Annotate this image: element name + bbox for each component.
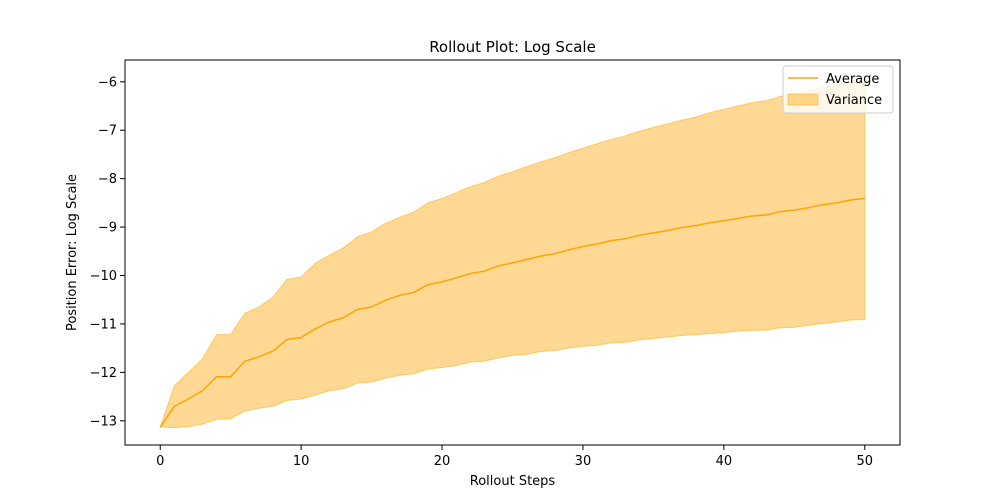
plot-area: [159, 77, 866, 429]
y-tick-label: −6: [98, 75, 117, 90]
x-axis: 0 10 20 30 40 50: [156, 445, 873, 469]
x-tick-label: 40: [716, 454, 733, 469]
y-tick-label: −7: [98, 124, 117, 139]
x-tick-label: 20: [434, 454, 451, 469]
y-tick-label: −13: [90, 414, 117, 429]
x-tick-label: 0: [156, 454, 164, 469]
average-line: [159, 197, 865, 428]
legend-label-average: Average: [826, 72, 879, 87]
chart-title: Rollout Plot: Log Scale: [429, 38, 596, 56]
legend-swatch-variance: [787, 93, 819, 106]
legend: Average Variance: [782, 65, 894, 114]
legend-label-variance: Variance: [826, 93, 882, 108]
x-axis-title: Rollout Steps: [470, 474, 556, 489]
y-axis: −13 −12 −11 −10 −9 −8 −7 −6: [90, 75, 125, 429]
y-tick-label: −12: [90, 366, 117, 381]
x-tick-label: 10: [293, 454, 310, 469]
x-tick-label: 50: [856, 454, 873, 469]
x-tick-label: 30: [575, 454, 592, 469]
y-tick-label: −10: [90, 269, 117, 284]
axes-frame: [124, 59, 901, 446]
y-axis-title: Position Error: Log Scale: [65, 174, 80, 331]
y-tick-label: −9: [98, 221, 117, 236]
y-tick-label: −11: [90, 317, 117, 332]
y-tick-label: −8: [98, 172, 117, 187]
